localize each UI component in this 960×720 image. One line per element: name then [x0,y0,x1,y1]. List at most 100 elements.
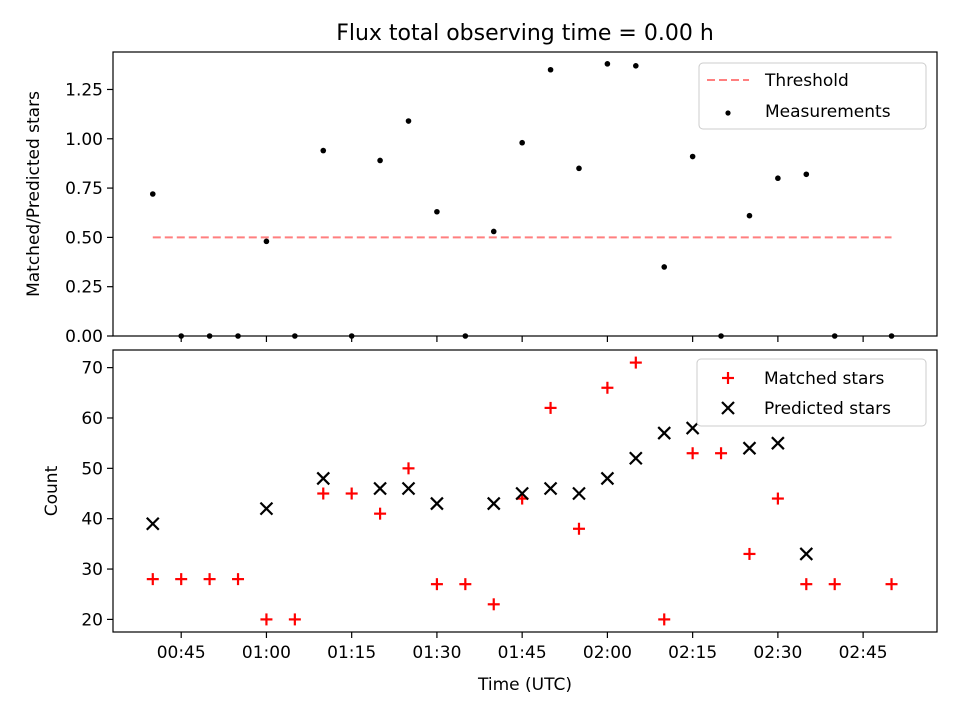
measurement-point [178,333,184,339]
matched-stars-point [487,598,500,611]
matched-stars-point [317,487,330,500]
predicted-stars-point [486,496,501,511]
predicted-stars-point [146,516,160,531]
matched-stars-point [374,507,387,520]
top-y-tick-label: 1.25 [65,80,103,100]
measurement-point [803,171,810,178]
bottom-series [146,356,898,626]
bottom-panel: 20 30 40 50 60 70 00:45 01:00 01:15 01:30 01:45 02… [42,349,938,695]
measurement-point [576,165,582,172]
top-panel: 0.00 0.25 0.50 0.75 1.00 1.25 Matched/Predict… [24,51,938,347]
predicted-stars-point [430,496,444,511]
predicted-stars-point [629,451,643,466]
x-tick-label: 02:30 [753,643,802,663]
matched-stars-point [203,573,216,586]
bottom-x-axis: 00:45 01:00 01:15 01:30 01:45 02:00 02:15 02:30… [157,632,888,663]
predicted-stars-point [543,481,558,496]
matched-stars-point [885,578,898,591]
measurement-point [206,333,213,339]
predicted-stars-point [515,486,529,501]
matched-stars-point [715,447,728,460]
top-legend: Threshold Measurements [698,62,927,130]
matched-stars-point [146,573,159,586]
measurement-point [547,66,554,73]
matched-stars-point [658,613,671,626]
top-legend-box [698,62,927,130]
measurement-point [604,61,611,67]
measurement-point [263,238,270,245]
top-chart-title: Flux total observing time = 0.00 h [336,21,714,46]
x-tick-label: 01:30 [412,643,461,663]
x-tick-label: 02:45 [839,643,888,663]
predicted-stars-point [401,481,416,496]
measurement-point [235,333,241,339]
matched-stars-point [572,522,585,535]
matched-stars-point [232,573,245,586]
measurement-point [831,333,838,339]
bottom-legend: Matched stars Predicted stars [696,358,927,427]
matched-stars-point [686,447,699,460]
matched-stars-point [288,613,301,626]
measurements-legend-marker [725,110,731,116]
matched-stars-point [430,578,443,591]
top-y-tick-label: 0.75 [65,179,103,199]
matched-stars-point [629,356,642,369]
top-plot-frame [112,51,938,337]
predicted-stars-point [685,421,700,435]
matched-stars-point [459,578,472,591]
bottom-y-tick-label: 40 [81,510,103,530]
predicted-stars-point [373,481,387,496]
x-tick-label: 01:45 [498,643,547,663]
measurement-point [348,333,355,339]
top-x-tick-marks [180,336,864,342]
measurement-point [775,175,781,182]
matched-stars-point [544,401,557,414]
bottom-y-tick-label: 20 [81,610,103,630]
measurement-point [718,333,724,339]
matched-stars-point [743,547,756,560]
measurement-point [490,228,497,235]
top-y-tick-label: 0.25 [65,278,103,298]
matched-stars-point [402,462,415,475]
measurement-point [377,157,383,164]
measurement-point [661,264,668,270]
measurement-point [519,139,525,146]
predicted-stars-point [572,486,586,501]
measurement-point [434,208,440,215]
x-tick-label: 01:00 [242,643,291,663]
matched-stars-point [601,381,614,394]
matched-legend-label: Matched stars [764,369,884,389]
measurement-point [149,191,156,197]
predicted-stars-point [316,471,331,486]
measurement-point [689,153,696,160]
top-y-axis-label: Matched/Predicted stars [24,91,44,297]
predicted-legend-marker [721,401,735,415]
top-y-axis: 0.00 0.25 0.50 0.75 1.00 1.25 [65,80,113,347]
measurement-point [746,212,753,219]
x-axis-label: Time (UTC) [477,675,572,695]
predicted-stars-point [771,436,785,450]
bottom-y-axis: 20 30 40 50 60 70 [81,359,113,630]
measurement-point [292,333,298,339]
measurement-point [888,333,895,339]
bottom-y-axis-label: Count [42,465,62,516]
matched-stars-point [800,578,813,591]
bottom-y-tick-label: 60 [81,409,103,429]
bottom-y-tick-label: 30 [81,560,103,580]
matched-stars-point [828,578,841,591]
matched-stars-point [345,487,358,500]
x-tick-label: 02:00 [583,643,632,663]
measurement-point [462,333,469,339]
x-tick-label: 00:45 [157,643,206,663]
predicted-stars-point [657,426,672,440]
bottom-plot-frame [112,349,938,633]
matched-stars-point [175,573,188,586]
measurement-point [405,118,412,124]
predicted-stars-point [742,441,757,455]
predicted-stars-point [799,547,814,561]
measurement-point [320,147,327,154]
measurements-legend-label: Measurements [765,102,891,122]
top-y-tick-label: 0.00 [65,327,103,347]
matched-legend-marker [722,372,734,384]
